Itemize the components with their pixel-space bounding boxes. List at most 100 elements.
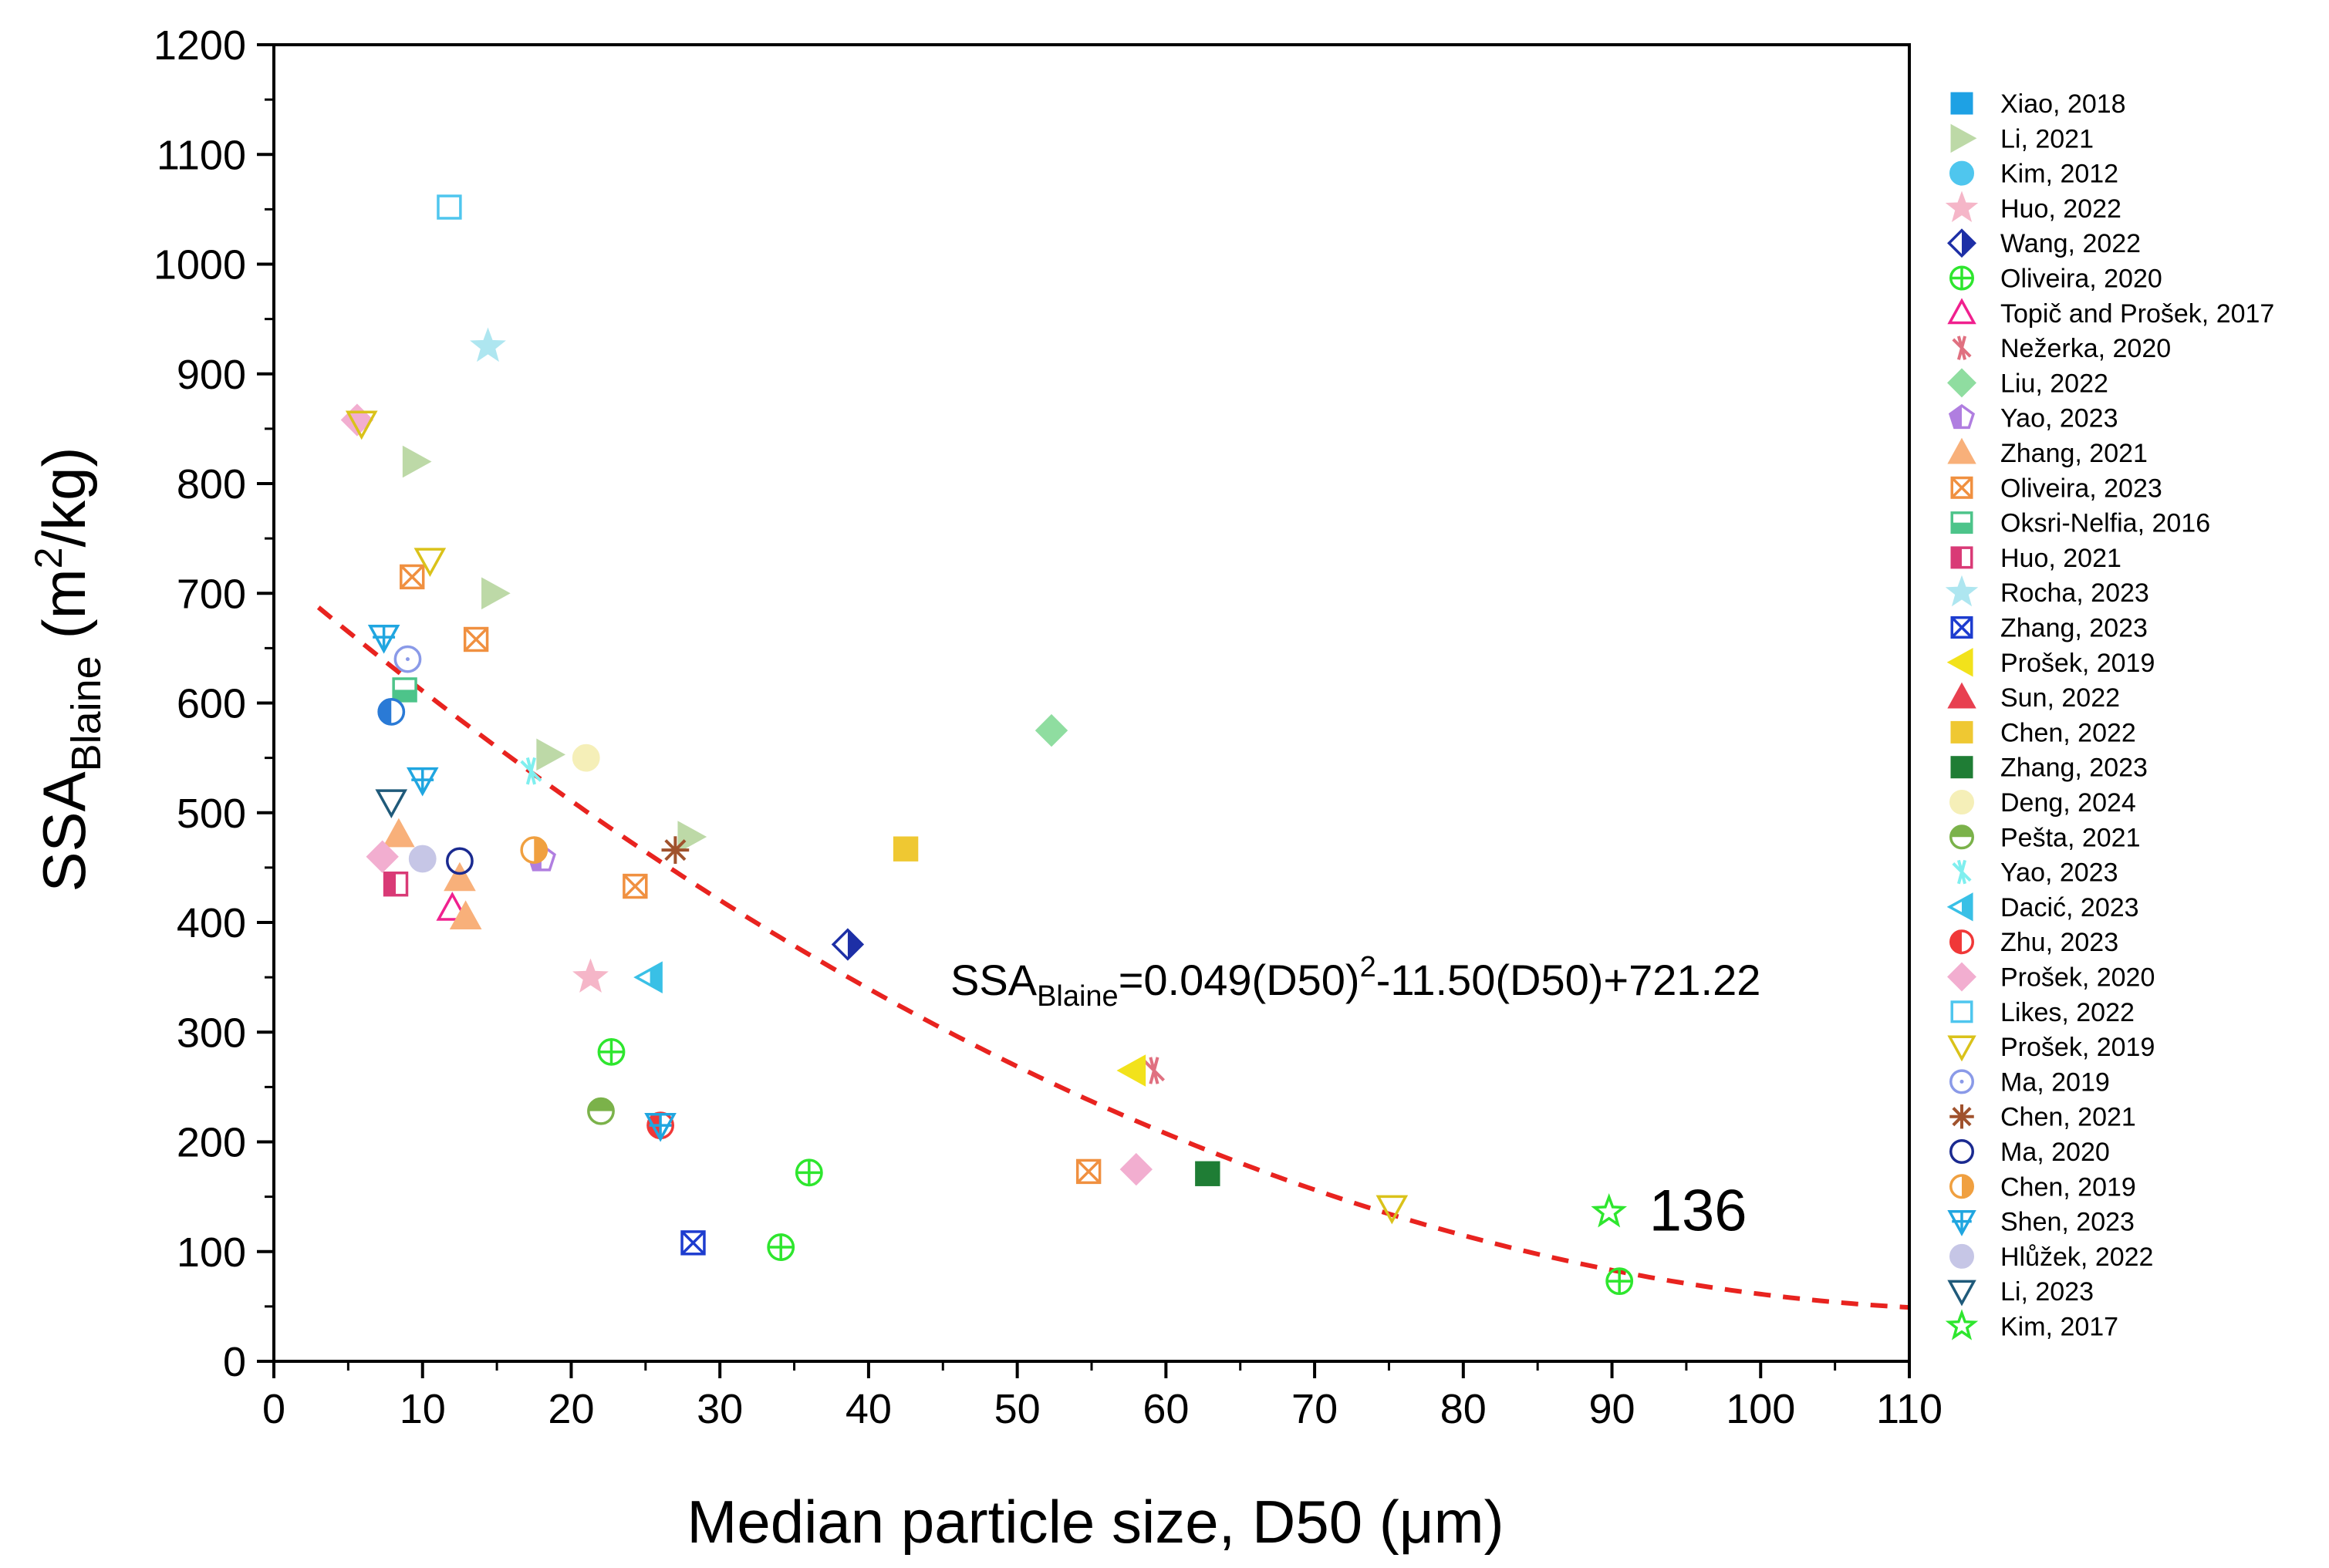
legend-label: Yao, 2023	[2000, 404, 2118, 433]
point-zhang-2021-1	[444, 862, 476, 892]
legend-entry: Huo, 2022	[1945, 191, 2121, 224]
legend-entry: Prošek, 2019	[1947, 1033, 2155, 1062]
marker-x2	[1951, 477, 1973, 499]
marker-shape	[1945, 191, 1979, 223]
y-tick-label: 900	[177, 352, 246, 398]
legend-marker	[1949, 265, 1974, 291]
point-ma-2020-0	[446, 847, 474, 875]
point-wang-2022-0	[831, 928, 865, 961]
legend-entry: Huo, 2021	[1950, 544, 2121, 573]
marker-shape	[481, 577, 511, 610]
marker-shape	[436, 892, 469, 921]
marker-shape	[1116, 1054, 1146, 1087]
point-oliveira-2023-1	[463, 626, 489, 652]
legend-marker	[1950, 123, 1977, 153]
marker-half-fill	[534, 837, 547, 863]
legend-entry: Kim, 2012	[1949, 160, 2118, 189]
marker-shape	[572, 958, 609, 993]
point-pro-ek-2019-2	[1375, 1195, 1409, 1225]
x-tick-label: 30	[697, 1386, 743, 1432]
legend-entry: Xiao, 2018	[1950, 89, 2126, 119]
marker-shape	[1950, 720, 1973, 744]
marker-half-fill	[1952, 522, 1972, 533]
legend-marker	[1950, 1000, 1973, 1023]
x-tick-label: 40	[846, 1386, 892, 1432]
point-ne-erka-2020-0	[1143, 1057, 1165, 1084]
point-likes-2022-0	[437, 194, 462, 220]
legend-label: Rocha, 2023	[2000, 578, 2149, 608]
legend-marker	[1950, 92, 1973, 115]
legend-entry: Hlůžek, 2022	[1949, 1243, 2153, 1272]
legend-entry: Chen, 2021	[1949, 1103, 2136, 1132]
legend-label: Huo, 2022	[2000, 194, 2121, 224]
legend-entry: Zhang, 2023	[1950, 754, 2148, 783]
legend-entry: Oliveira, 2023	[1950, 474, 2162, 503]
y-axis-label-main: SSA	[30, 771, 98, 892]
legend-label: Huo, 2021	[2000, 544, 2121, 573]
marker-half-fill	[588, 1098, 614, 1111]
legend-entry: Kim, 2017	[1945, 1309, 2118, 1342]
legend-label: Prošek, 2020	[2000, 963, 2155, 993]
y-axis-label-unit-end: /kg)	[30, 447, 98, 548]
marker-half-fill	[1962, 1175, 1973, 1198]
legend-marker	[1946, 892, 1973, 922]
legend-marker	[1949, 1104, 1974, 1129]
legend-label: Oliveira, 2023	[2000, 474, 2162, 503]
legend-marker	[1948, 403, 1976, 430]
legend-entry: Deng, 2024	[1949, 788, 2136, 818]
legend-label: Pešta, 2021	[2000, 823, 2140, 852]
y-tick-label: 1100	[157, 132, 246, 178]
y-tick-label: 100	[177, 1229, 246, 1276]
legend-label: Liu, 2022	[2000, 369, 2108, 398]
legend-marker	[1949, 1174, 1974, 1199]
legend-label: Kim, 2012	[2000, 160, 2118, 189]
legend-marker	[1952, 336, 1972, 360]
y-tick-label: 300	[177, 1010, 246, 1056]
marker-shape	[677, 821, 707, 853]
legend-entry: Zhu, 2023	[1949, 928, 2118, 957]
fit-curve	[316, 605, 1909, 1310]
x-tick-label: 100	[1726, 1386, 1795, 1432]
fit-label-sup: 2	[1360, 951, 1376, 983]
legend-entry: Liu, 2022	[1947, 368, 2108, 398]
y-axis-label: SSABlaine (m2/kg)	[27, 447, 110, 892]
legend-label: Chen, 2021	[2000, 1103, 2136, 1132]
legend-marker	[1949, 160, 1974, 186]
legend-label: Oliveira, 2020	[2000, 265, 2162, 294]
legend-entry: Chen, 2019	[1949, 1172, 2136, 1202]
legend-label: Kim, 2017	[2000, 1313, 2118, 1342]
marker-shape	[536, 738, 566, 771]
point-zhang-2023-0	[1195, 1161, 1220, 1186]
marker-shape	[1950, 1000, 1973, 1023]
point-chen-2021-0	[661, 836, 690, 864]
point-pro-ek-2019-0	[345, 410, 378, 440]
marker-box	[1950, 476, 1973, 499]
point-chen-2019-0	[520, 836, 548, 865]
legend-entry: Sun, 2022	[1947, 682, 2120, 713]
marker-shape	[1947, 437, 1976, 464]
y-tick-label: 1200	[154, 22, 246, 69]
point-oliveira-2020-1	[795, 1158, 823, 1187]
y-tick-label: 0	[223, 1339, 246, 1385]
legend-label: Li, 2021	[2000, 124, 2094, 153]
legend-entry: Ma, 2019	[1949, 1067, 2110, 1097]
legend-entry: Prošek, 2020	[1947, 962, 2155, 993]
point-shen-2023-0	[367, 624, 400, 654]
marker-shape	[1949, 1069, 1974, 1094]
marker-shape	[366, 840, 399, 873]
marker-stroke	[1956, 336, 1967, 360]
legend-marker	[1947, 682, 1976, 709]
marker-half-fill	[1962, 230, 1975, 256]
marker-shape	[1945, 575, 1979, 607]
legend-entry: Zhang, 2023	[1950, 614, 2148, 643]
legend-entry: Ma, 2020	[1949, 1138, 2110, 1167]
legend-entry: Oksri-Nelfia, 2016	[1950, 509, 2210, 538]
point-oliveira-2023-3	[1075, 1158, 1102, 1185]
point-liu-2022-0	[1035, 713, 1068, 747]
marker-box	[1950, 616, 1973, 639]
marker-dot	[1959, 1079, 1964, 1084]
marker-shape	[1945, 1309, 1979, 1340]
legend-entry: Li, 2021	[1950, 123, 2094, 153]
legend-label: Sun, 2022	[2000, 683, 2120, 713]
x-tick-label: 20	[548, 1386, 594, 1432]
